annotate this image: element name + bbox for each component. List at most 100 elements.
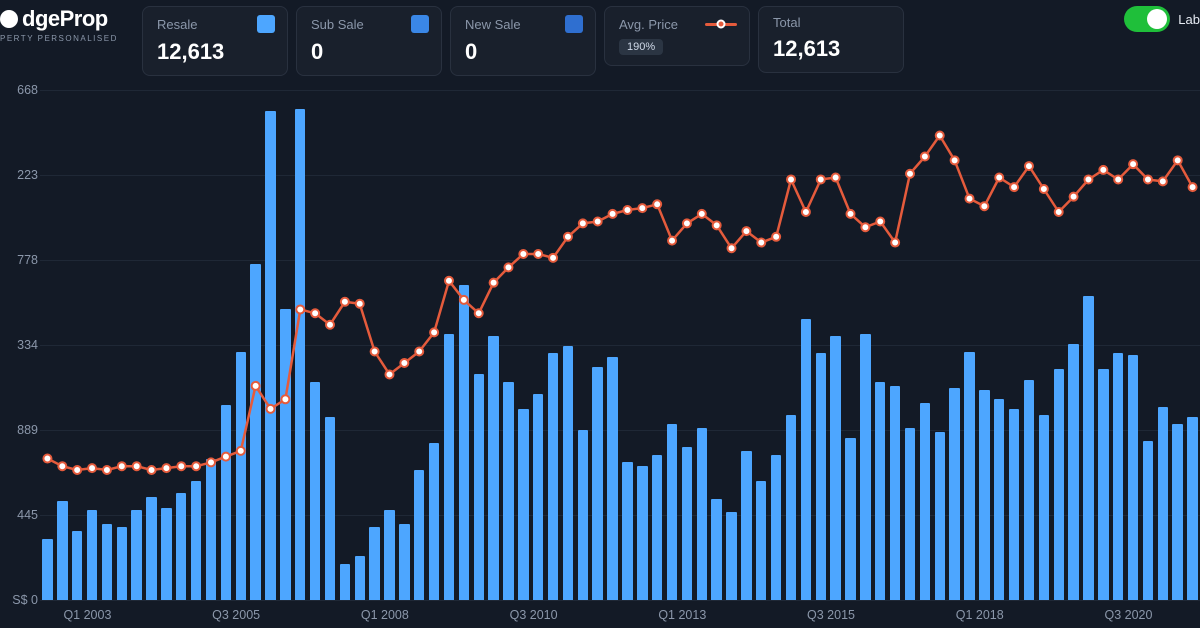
price-line-marker[interactable] <box>118 462 126 470</box>
price-line-marker[interactable] <box>1189 183 1197 191</box>
price-line-marker[interactable] <box>1144 175 1152 183</box>
price-line-marker[interactable] <box>222 453 230 461</box>
price-line-marker[interactable] <box>43 455 51 463</box>
price-line-marker[interactable] <box>1114 175 1122 183</box>
price-line-marker[interactable] <box>936 131 944 139</box>
line-legend-icon <box>705 15 737 33</box>
labels-toggle[interactable] <box>1124 6 1170 32</box>
price-line-marker[interactable] <box>832 174 840 182</box>
swatch-subsale <box>411 15 429 33</box>
price-line-marker[interactable] <box>668 237 676 245</box>
price-line-marker[interactable] <box>192 462 200 470</box>
price-line-marker[interactable] <box>207 458 215 466</box>
logo-icon <box>0 10 18 28</box>
price-line-marker[interactable] <box>1129 160 1137 168</box>
price-line-marker[interactable] <box>1084 175 1092 183</box>
stat-card-avgprice[interactable]: Avg. Price 190% <box>604 6 750 66</box>
price-line-marker[interactable] <box>475 309 483 317</box>
logo-subtext: PERTY PERSONALISED <box>0 34 118 43</box>
price-line-marker[interactable] <box>1010 183 1018 191</box>
price-line-marker[interactable] <box>103 466 111 474</box>
price-line-marker[interactable] <box>757 239 765 247</box>
price-line-marker[interactable] <box>609 210 617 218</box>
price-line-marker[interactable] <box>847 210 855 218</box>
price-line-marker[interactable] <box>148 466 156 474</box>
price-line-path <box>47 136 1192 471</box>
price-line-marker[interactable] <box>965 195 973 203</box>
price-line-marker[interactable] <box>549 254 557 262</box>
price-line-marker[interactable] <box>400 359 408 367</box>
price-line-marker[interactable] <box>311 309 319 317</box>
price-line-marker[interactable] <box>698 210 706 218</box>
price-line-marker[interactable] <box>415 347 423 355</box>
price-line-marker[interactable] <box>162 464 170 472</box>
price-line-marker[interactable] <box>296 305 304 313</box>
stat-label: Avg. Price <box>619 17 678 32</box>
price-line-marker[interactable] <box>267 405 275 413</box>
price-line-marker[interactable] <box>177 462 185 470</box>
price-line-marker[interactable] <box>133 462 141 470</box>
price-line-marker[interactable] <box>88 464 96 472</box>
price-line-marker[interactable] <box>728 244 736 252</box>
price-line-marker[interactable] <box>430 328 438 336</box>
price-line-marker[interactable] <box>1040 185 1048 193</box>
price-line-marker[interactable] <box>594 218 602 226</box>
price-line-marker[interactable] <box>742 227 750 235</box>
price-line-marker[interactable] <box>1025 162 1033 170</box>
swatch-newsale <box>565 15 583 33</box>
price-line-marker[interactable] <box>1099 166 1107 174</box>
price-line-marker[interactable] <box>683 219 691 227</box>
logo: dgeProp PERTY PERSONALISED <box>0 6 130 43</box>
price-line-marker[interactable] <box>252 382 260 390</box>
price-line-marker[interactable] <box>445 277 453 285</box>
price-line-marker[interactable] <box>906 170 914 178</box>
price-line-marker[interactable] <box>713 221 721 229</box>
labels-toggle-wrap: Lab <box>1124 6 1200 32</box>
price-line-marker[interactable] <box>623 206 631 214</box>
labels-toggle-label: Lab <box>1178 12 1200 27</box>
y-tick-label: 334 <box>0 338 38 352</box>
price-line-marker[interactable] <box>921 153 929 161</box>
price-line-marker[interactable] <box>1174 156 1182 164</box>
price-line-marker[interactable] <box>385 370 393 378</box>
price-line-marker[interactable] <box>1070 193 1078 201</box>
price-line-marker[interactable] <box>876 218 884 226</box>
price-line-marker[interactable] <box>371 347 379 355</box>
price-line-marker[interactable] <box>653 200 661 208</box>
price-line-marker[interactable] <box>519 250 527 258</box>
price-line-marker[interactable] <box>281 395 289 403</box>
stat-badge: 190% <box>619 39 663 55</box>
price-line-marker[interactable] <box>1159 177 1167 185</box>
price-line-marker[interactable] <box>1055 208 1063 216</box>
stat-card-resale[interactable]: Resale 12,613 <box>142 6 288 76</box>
price-line-marker[interactable] <box>460 296 468 304</box>
price-line-marker[interactable] <box>326 321 334 329</box>
y-tick-label: 889 <box>0 423 38 437</box>
price-line-marker[interactable] <box>638 204 646 212</box>
price-line-marker[interactable] <box>891 239 899 247</box>
price-line-marker[interactable] <box>787 175 795 183</box>
price-line-marker[interactable] <box>58 462 66 470</box>
price-line-marker[interactable] <box>341 298 349 306</box>
price-line-marker[interactable] <box>490 279 498 287</box>
price-line-marker[interactable] <box>356 300 364 308</box>
price-line-marker[interactable] <box>504 263 512 271</box>
price-line-marker[interactable] <box>802 208 810 216</box>
price-line-marker[interactable] <box>564 233 572 241</box>
price-line-marker[interactable] <box>772 233 780 241</box>
price-line-marker[interactable] <box>534 250 542 258</box>
stat-value: 0 <box>311 39 429 65</box>
x-tick-label: Q1 2003 <box>63 608 111 622</box>
price-line-marker[interactable] <box>980 202 988 210</box>
price-line-marker[interactable] <box>237 447 245 455</box>
price-line-marker[interactable] <box>73 466 81 474</box>
stat-card-subsale[interactable]: Sub Sale 0 <box>296 6 442 76</box>
price-line-marker[interactable] <box>579 219 587 227</box>
stat-value: 0 <box>465 39 583 65</box>
price-line-marker[interactable] <box>817 175 825 183</box>
stat-label: Resale <box>157 17 197 32</box>
stat-card-newsale[interactable]: New Sale 0 <box>450 6 596 76</box>
price-line-marker[interactable] <box>995 174 1003 182</box>
price-line-marker[interactable] <box>861 223 869 231</box>
price-line-marker[interactable] <box>951 156 959 164</box>
